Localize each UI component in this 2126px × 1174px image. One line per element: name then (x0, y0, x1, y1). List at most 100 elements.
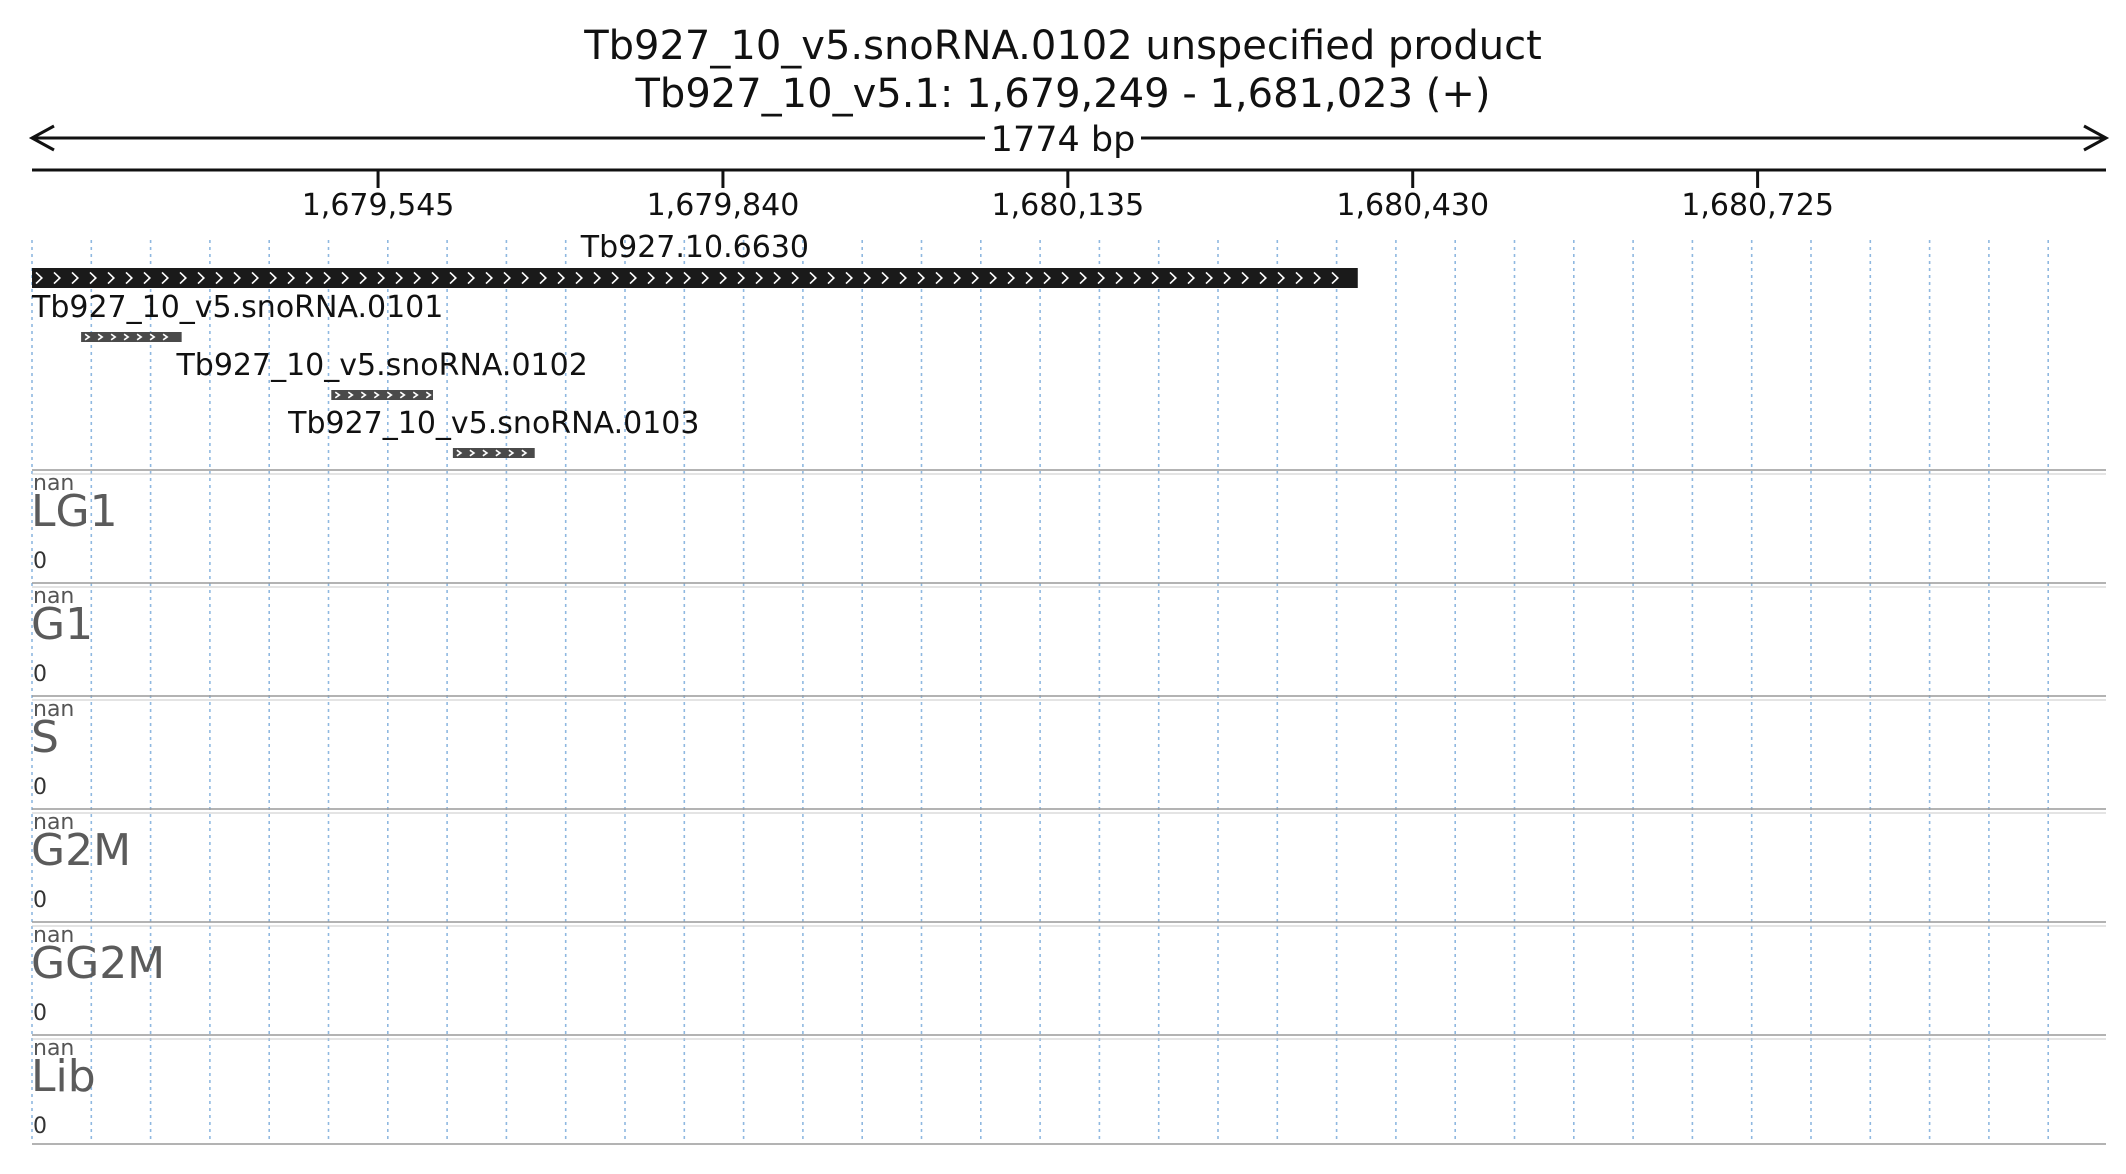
feature-tb927-10-v5-snorna-0102[interactable] (331, 390, 434, 400)
track-min-label: 0 (33, 1001, 47, 1026)
strand-chevron-icon (1241, 271, 1250, 285)
strand-chevron-icon (359, 271, 368, 285)
locus-coordinates: Tb927_10_v5.1: 1,679,249 - 1,681,023 (+) (635, 71, 1491, 117)
strand-chevron-icon (701, 271, 710, 285)
strand-chevron-icon (809, 271, 818, 285)
strand-chevron-icon (97, 333, 104, 341)
strand-chevron-icon (971, 271, 980, 285)
strand-chevron-icon (1295, 271, 1304, 285)
strand-chevron-icon (323, 271, 332, 285)
strand-chevron-icon (269, 271, 278, 285)
strand-chevron-icon (162, 333, 169, 341)
strand-chevron-icon (89, 271, 98, 285)
strand-chevron-icon (1097, 271, 1106, 285)
strand-chevron-icon (503, 271, 512, 285)
strand-chevron-icon (845, 271, 854, 285)
strand-chevron-icon (386, 391, 393, 399)
strand-chevron-icon (161, 271, 170, 285)
strand-chevron-icon (557, 271, 566, 285)
feature-tb927-10-6630[interactable] (32, 268, 1358, 288)
strand-chevron-icon (1313, 271, 1322, 285)
strand-chevron-icon (1115, 271, 1124, 285)
strand-chevron-icon (791, 271, 800, 285)
strand-chevron-icon (197, 271, 206, 285)
strand-chevron-icon (149, 333, 156, 341)
strand-chevron-icon (917, 271, 926, 285)
strand-chevron-icon (485, 271, 494, 285)
strand-chevron-icon (1187, 271, 1196, 285)
strand-chevron-icon (719, 271, 728, 285)
strand-chevron-icon (482, 449, 489, 457)
strand-chevron-icon (233, 271, 242, 285)
track-name: LG1 (31, 486, 118, 537)
arrow-left-icon (28, 124, 55, 152)
grid-lines (31, 240, 2049, 1140)
strand-chevron-icon (136, 333, 143, 341)
feature-tb927-10-v5-snorna-0101[interactable] (81, 332, 182, 342)
strand-chevron-icon (863, 271, 872, 285)
strand-chevron-icon (737, 271, 746, 285)
track-name: Lib (31, 1051, 96, 1102)
strand-chevron-icon (179, 271, 188, 285)
strand-chevron-icon (935, 271, 944, 285)
track-name: S (31, 712, 59, 763)
feature-bar[interactable] (81, 332, 182, 342)
tick-label: 1,679,545 (301, 188, 455, 223)
strand-chevron-icon (1133, 271, 1142, 285)
strand-chevron-icon (305, 271, 314, 285)
track-name: G1 (31, 599, 94, 650)
strand-chevron-icon (1043, 271, 1052, 285)
strand-chevron-icon (360, 391, 367, 399)
feature-label: Tb927.10.6630 (580, 230, 809, 265)
track-separators (32, 469, 2106, 1145)
strand-chevron-icon (53, 271, 62, 285)
strand-chevron-icon (989, 271, 998, 285)
gene-features (32, 268, 1358, 458)
tick-label: 1,680,135 (991, 188, 1145, 223)
strand-chevron-icon (123, 333, 130, 341)
strand-chevron-icon (35, 271, 44, 285)
track-name: GG2M (31, 938, 166, 989)
tick-label: 1,680,725 (1681, 188, 1834, 223)
track-max-label: nan (33, 471, 75, 496)
tick-label: 1,680,430 (1336, 188, 1490, 223)
strand-chevron-icon (827, 271, 836, 285)
strand-chevron-icon (683, 271, 692, 285)
feature-bar[interactable] (331, 390, 434, 400)
axis-ticks (376, 170, 1760, 188)
strand-chevron-icon (377, 271, 386, 285)
track-min-label: 0 (33, 888, 47, 913)
strand-chevron-icon (1331, 271, 1340, 285)
strand-chevron-icon (107, 271, 116, 285)
strand-chevron-icon (143, 271, 152, 285)
tick-label: 1,679,840 (646, 188, 800, 223)
strand-chevron-icon (1223, 271, 1232, 285)
strand-chevron-icon (665, 271, 674, 285)
span-length-label: 1774 bp (0, 118, 2126, 162)
strand-chevron-icon (899, 271, 908, 285)
feature-bar[interactable] (452, 448, 535, 458)
arrow-right-icon (2083, 124, 2110, 152)
strand-chevron-icon (456, 449, 463, 457)
strand-chevron-icon (521, 449, 528, 457)
strand-chevron-icon (449, 271, 458, 285)
strand-chevron-icon (215, 271, 224, 285)
strand-chevron-icon (629, 271, 638, 285)
strand-chevron-icon (495, 449, 502, 457)
strand-chevron-icon (287, 271, 296, 285)
strand-chevron-icon (508, 449, 515, 457)
strand-chevron-icon (755, 271, 764, 285)
track-name: G2M (31, 825, 132, 876)
strand-chevron-icon (469, 449, 476, 457)
track-min-label: 0 (33, 1114, 47, 1139)
track-max-label: nan (33, 1036, 75, 1061)
page-title: Tb927_10_v5.snoRNA.0102 unspecified prod… (584, 23, 1542, 69)
strand-chevron-icon (1025, 271, 1034, 285)
track-min-label: 0 (33, 549, 47, 574)
feature-tb927-10-v5-snorna-0103[interactable] (452, 448, 535, 458)
strand-chevron-icon (110, 333, 117, 341)
strand-chevron-icon (373, 391, 380, 399)
strand-chevron-icon (881, 271, 890, 285)
strand-chevron-icon (395, 271, 404, 285)
